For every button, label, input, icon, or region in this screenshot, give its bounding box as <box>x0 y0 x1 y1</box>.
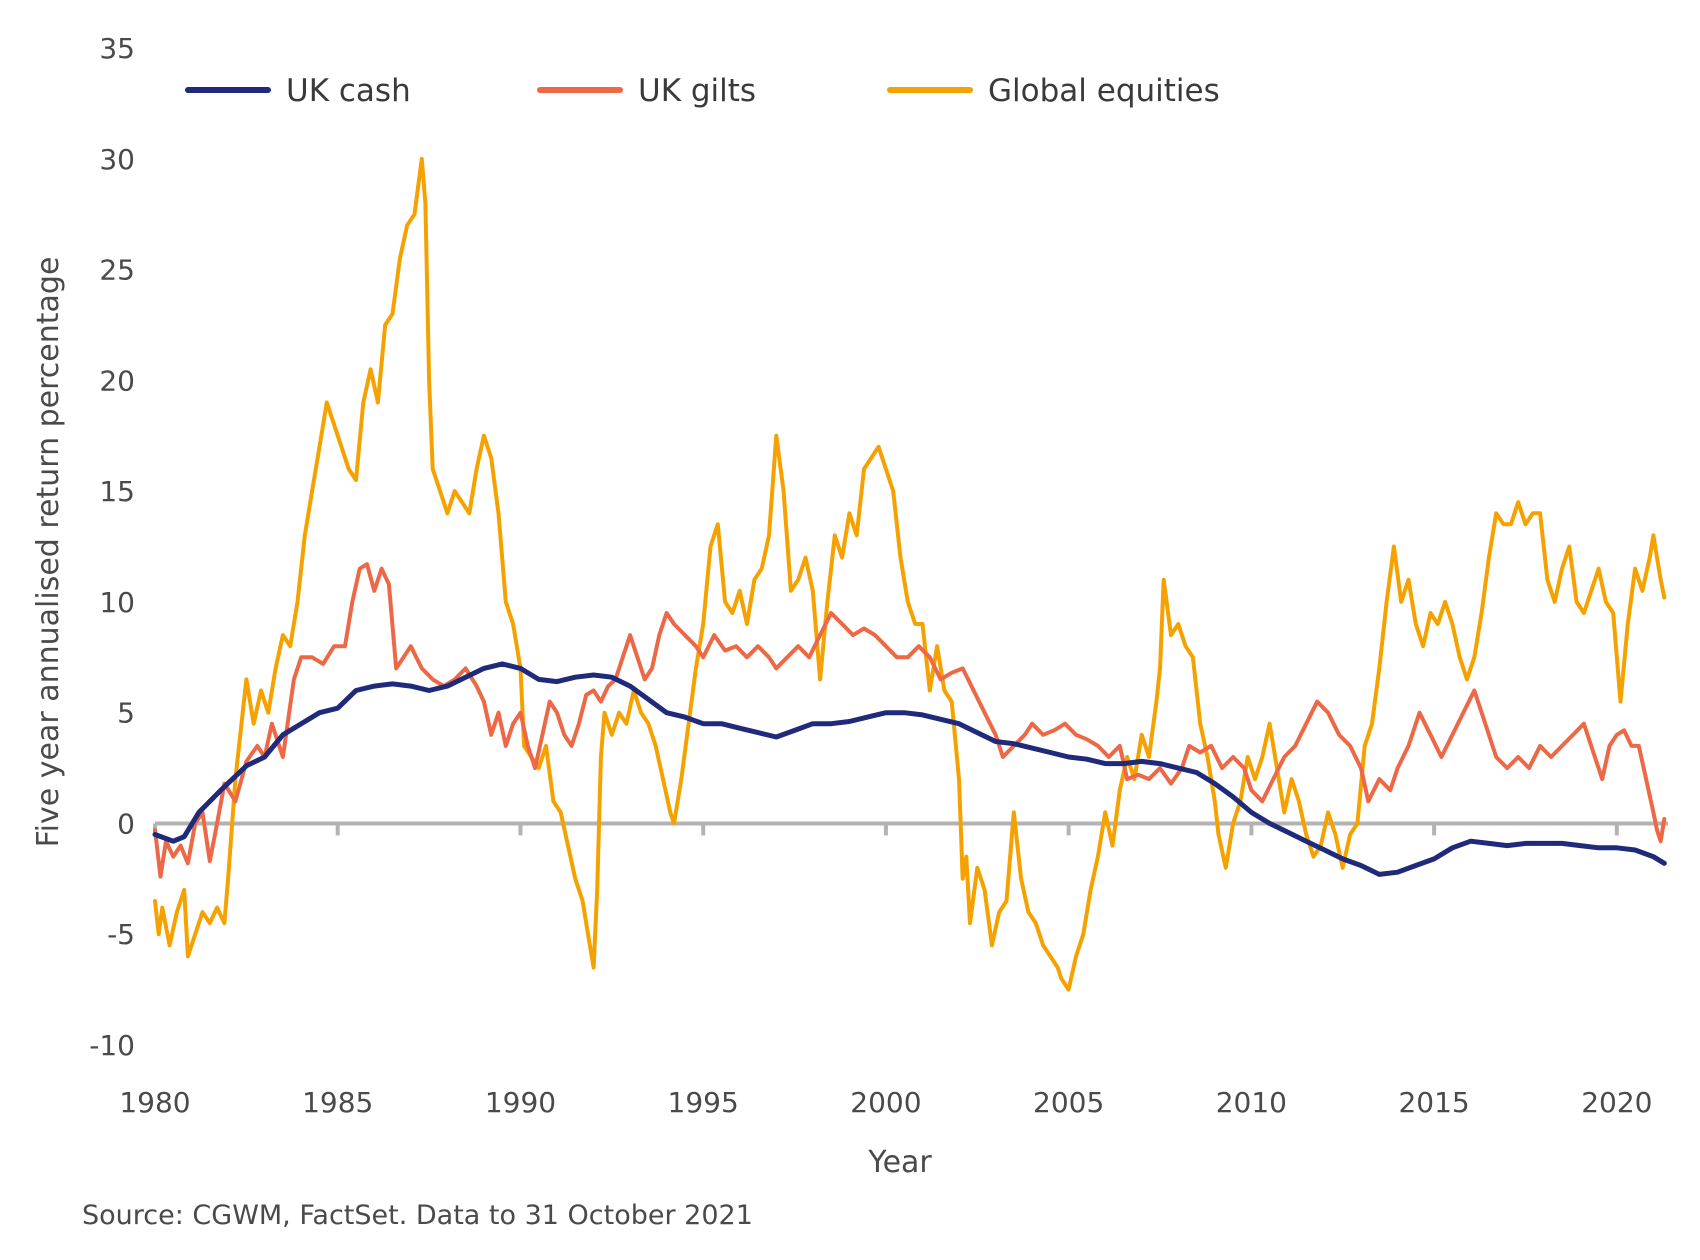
x-tick-label: 2005 <box>1033 1086 1104 1119</box>
y-tick-label: 15 <box>99 475 135 508</box>
series-line-global-equities <box>153 156 1667 992</box>
y-tick-label: 25 <box>99 254 135 287</box>
line-chart: UK cash UK gilts Global equities -10 -5 0 5 10… <box>31 32 1668 1180</box>
y-tick-label: -10 <box>89 1029 135 1062</box>
x-tick-label: 1990 <box>485 1086 556 1119</box>
series-line-uk-gilts <box>153 562 1667 879</box>
legend: UK cash UK gilts Global equities <box>185 73 1220 109</box>
y-tick-label: -5 <box>107 918 135 951</box>
x-tick-label: 2000 <box>850 1086 921 1119</box>
y-tick-label: 5 <box>117 697 135 730</box>
y-tick-label: 20 <box>99 364 135 397</box>
y-tick-label: 30 <box>99 143 135 176</box>
x-axis-title: Year <box>867 1145 932 1180</box>
y-axis-ticks: -10 -5 0 5 10 15 20 25 30 35 <box>89 32 135 1062</box>
x-axis: 1980 1985 1990 1995 2000 2005 2010 2015 2020 <box>119 821 1668 1119</box>
legend-label: UK gilts <box>638 73 756 109</box>
source-note: Source: CGWM, FactSet. Data to 31 Octobe… <box>82 1200 753 1231</box>
series-lines <box>152 156 1667 992</box>
legend-label: Global equities <box>988 73 1220 109</box>
legend-label: UK cash <box>286 73 411 109</box>
x-tick-label: 2010 <box>1216 1086 1287 1119</box>
x-tick-label: 2015 <box>1398 1086 1469 1119</box>
series-line-uk-cash <box>152 661 1667 877</box>
y-tick-label: 10 <box>99 586 135 619</box>
y-axis-title: Five year annualised return percentage <box>31 257 66 848</box>
y-tick-label: 0 <box>117 807 135 840</box>
x-tick-label: 1995 <box>668 1086 739 1119</box>
x-tick-label: 1985 <box>302 1086 373 1119</box>
y-tick-label: 35 <box>99 32 135 65</box>
x-tick-label: 2020 <box>1581 1086 1652 1119</box>
x-tick-label: 1980 <box>119 1086 190 1119</box>
